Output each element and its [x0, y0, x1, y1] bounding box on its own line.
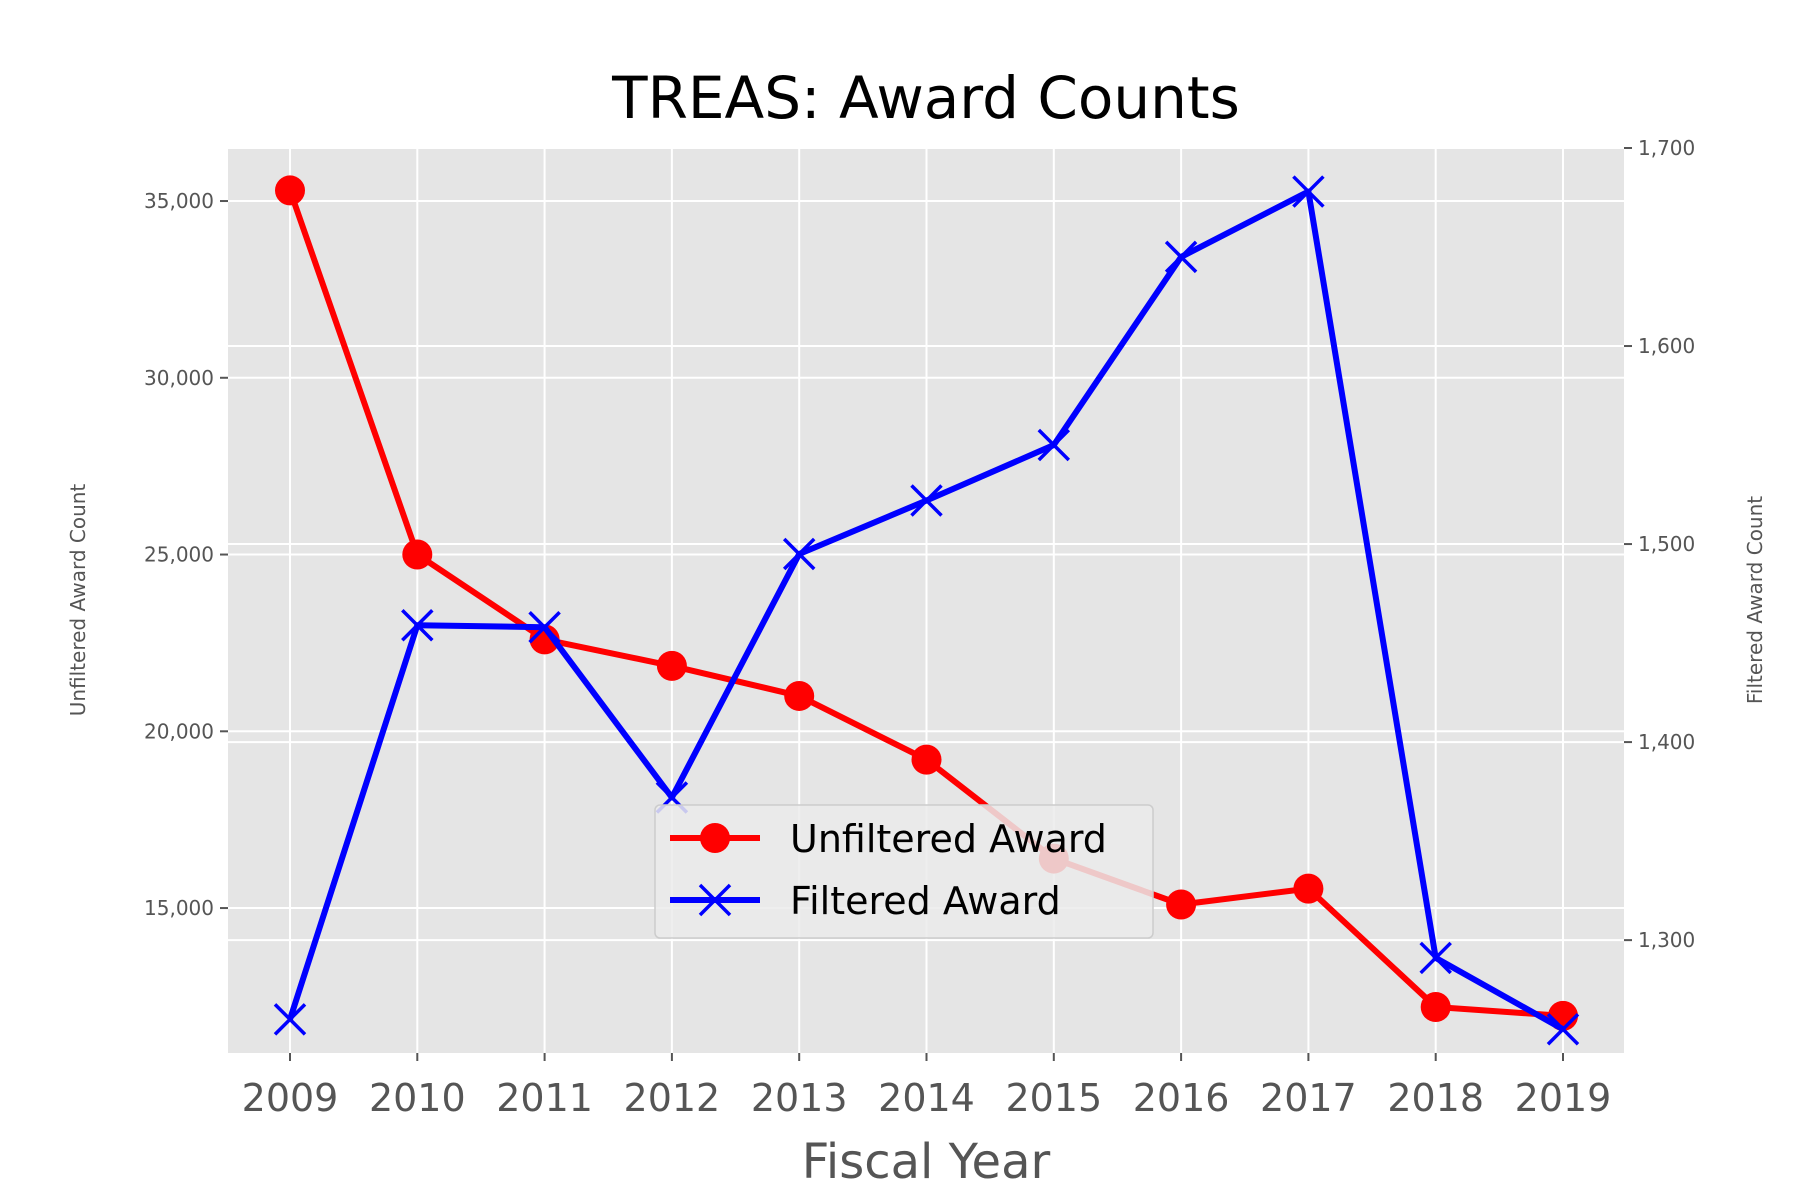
- right-y-axis-label: Filtered Award Count: [1743, 496, 1767, 704]
- legend-label-unfiltered: Unfiltered Award: [790, 817, 1107, 861]
- x-tick-label: 2009: [242, 1076, 339, 1120]
- right-y-tick-label: 1,600: [1638, 334, 1695, 358]
- right-y-tick-label: 1,300: [1638, 928, 1695, 952]
- left-y-tick-label: 20,000: [144, 719, 214, 743]
- x-axis-label: Fiscal Year: [802, 1134, 1051, 1190]
- data-point: [782, 537, 816, 571]
- left-y-tick-label: 25,000: [144, 543, 214, 567]
- left-y-axis-label: Unfiltered Award Count: [66, 484, 90, 717]
- axes: 2009 2010 2011 2012 2013 2014 2015 2016 2017 2018…: [144, 136, 1695, 1120]
- data-point: [1419, 941, 1452, 975]
- data-point: [1292, 175, 1325, 208]
- data-point: [1037, 428, 1071, 462]
- data-point: [528, 610, 561, 644]
- x-tick-label: 2011: [496, 1076, 593, 1120]
- legend-box: [654, 804, 1154, 939]
- data-point: [401, 609, 434, 642]
- grid-lines: [228, 147, 1624, 1053]
- x-tick-label: 2013: [751, 1076, 848, 1120]
- data-point: [1420, 992, 1451, 1023]
- left-y-tick-label: 15,000: [144, 896, 214, 920]
- data-point: [910, 484, 943, 517]
- data-point: [402, 539, 433, 570]
- chart-title: TREAS: Award Counts: [611, 64, 1240, 132]
- x-tick-label: 2019: [1515, 1076, 1612, 1120]
- legend: Unfiltered Award Filtered Award: [654, 804, 1154, 939]
- data-point: [656, 650, 687, 681]
- legend-marker-unfiltered: [700, 823, 730, 853]
- series-filtered-award: [273, 175, 1580, 1046]
- x-tick-label: 2018: [1387, 1076, 1484, 1120]
- legend-label-filtered: Filtered Award: [790, 879, 1061, 923]
- data-point: [275, 175, 305, 206]
- legend-marker-filtered: [698, 883, 732, 917]
- data-point: [784, 680, 815, 711]
- data-point: [1166, 889, 1197, 920]
- right-y-tick-label: 1,700: [1638, 136, 1695, 160]
- x-tick-label: 2015: [1005, 1076, 1102, 1120]
- data-point: [1164, 240, 1198, 274]
- data-point: [911, 744, 942, 775]
- right-y-tick-label: 1,400: [1638, 730, 1695, 754]
- x-tick-label: 2012: [624, 1076, 721, 1120]
- data-point: [1293, 873, 1324, 904]
- left-y-tick-label: 30,000: [144, 366, 214, 390]
- data-point: [529, 624, 560, 655]
- x-tick-label: 2014: [878, 1076, 975, 1120]
- x-tick-label: 2016: [1133, 1076, 1230, 1120]
- x-tick-label: 2010: [369, 1076, 466, 1120]
- right-y-tick-label: 1,500: [1638, 532, 1695, 556]
- x-tick-label: 2017: [1260, 1076, 1357, 1120]
- data-point: [273, 1003, 307, 1036]
- data-point: [1546, 1013, 1580, 1046]
- left-y-tick-label: 35,000: [144, 189, 214, 213]
